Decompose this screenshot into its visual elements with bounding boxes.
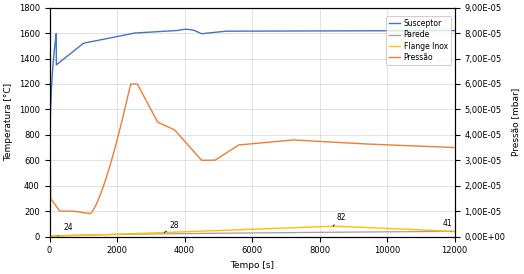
Parede: [341, 230, 347, 234]
Flange Inox: [341, 225, 347, 228]
Pressão: [239, 143, 245, 146]
Pressão: [87, 212, 93, 215]
Text: 24: 24: [58, 222, 73, 236]
Line: Pressão: Pressão: [50, 38, 454, 214]
Flange Inox: [47, 235, 53, 238]
Susceptor: [419, 29, 425, 32]
Flange Inox: [451, 230, 457, 233]
Text: 41: 41: [443, 219, 452, 231]
Pressão: [47, 36, 53, 40]
Parede: [216, 232, 223, 235]
Pressão: [220, 153, 226, 157]
Text: 82: 82: [333, 213, 346, 226]
Parede: [47, 235, 53, 238]
Parede: [220, 232, 226, 235]
X-axis label: Tempo [s]: Tempo [s]: [230, 261, 274, 270]
Flange Inox: [419, 228, 425, 232]
Parede: [451, 230, 457, 233]
Line: Flange Inox: Flange Inox: [50, 226, 454, 236]
Parede: [419, 230, 425, 233]
Susceptor: [341, 29, 347, 33]
Pressão: [341, 141, 347, 144]
Y-axis label: Temperatura [°C]: Temperatura [°C]: [4, 83, 13, 161]
Susceptor: [220, 30, 226, 33]
Line: Parede: Parede: [50, 231, 454, 236]
Y-axis label: Pressão [mbar]: Pressão [mbar]: [511, 88, 520, 156]
Legend: Susceptor, Parede, Flange Inox, Pressão: Susceptor, Parede, Flange Inox, Pressão: [386, 16, 451, 65]
Pressão: [216, 155, 223, 159]
Susceptor: [451, 29, 457, 32]
Susceptor: [239, 30, 245, 33]
Flange Inox: [239, 228, 245, 231]
Flange Inox: [330, 224, 336, 228]
Pressão: [419, 145, 425, 148]
Parede: [239, 231, 245, 235]
Parede: [439, 230, 445, 233]
Susceptor: [183, 28, 190, 31]
Susceptor: [47, 235, 53, 238]
Pressão: [439, 145, 445, 149]
Flange Inox: [439, 229, 445, 232]
Susceptor: [439, 29, 445, 32]
Flange Inox: [220, 229, 226, 232]
Text: 28: 28: [165, 221, 179, 233]
Line: Susceptor: Susceptor: [50, 29, 454, 236]
Susceptor: [216, 30, 223, 33]
Pressão: [451, 146, 457, 149]
Flange Inox: [216, 229, 223, 232]
